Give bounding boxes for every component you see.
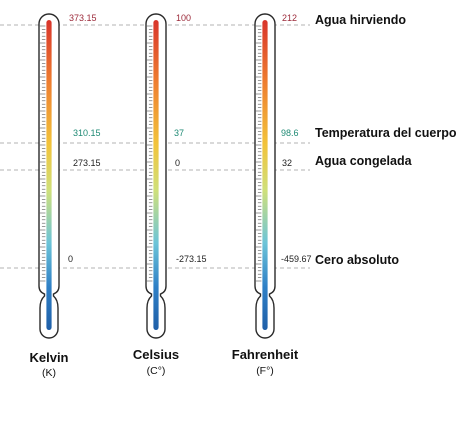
boiling-label: Agua hirviendo — [315, 13, 406, 27]
celsius-unit: (C°) — [147, 365, 166, 377]
thermometer-fahrenheit — [254, 13, 276, 339]
fahrenheit-values: 212 98.6 32 -459.67 — [281, 13, 312, 264]
celsius-name: Celsius — [133, 347, 179, 362]
celsius-values: 100 37 0 -273.15 — [174, 13, 207, 264]
reference-labels: Agua hirviendo Temperatura del cuerpo Ag… — [315, 13, 457, 267]
kelvin-boiling-value: 373.15 — [69, 13, 97, 23]
absolute-zero-label: Cero absoluto — [315, 253, 399, 267]
celsius-freezing-value: 0 — [175, 158, 180, 168]
fahrenheit-absolute-zero-value: -459.67 — [281, 254, 312, 264]
kelvin-freezing-value: 273.15 — [73, 158, 101, 168]
freezing-label: Agua congelada — [315, 154, 413, 168]
fahrenheit-unit: (F°) — [256, 365, 274, 377]
scale-ticks — [39, 25, 46, 282]
celsius-absolute-zero-value: -273.15 — [176, 254, 207, 264]
kelvin-body-value: 310.15 — [73, 128, 101, 138]
mercury-column — [46, 20, 52, 330]
body-temperature-label: Temperatura del cuerpo — [315, 126, 457, 140]
thermometer-kelvin — [38, 13, 60, 339]
thermometer-celsius — [145, 13, 167, 339]
scale-names: Kelvin (K) Celsius (C°) Fahrenheit (F°) — [29, 347, 298, 379]
kelvin-unit: (K) — [42, 367, 56, 379]
fahrenheit-boiling-value: 212 — [282, 13, 297, 23]
fahrenheit-freezing-value: 32 — [282, 158, 292, 168]
fahrenheit-body-value: 98.6 — [281, 128, 299, 138]
celsius-boiling-value: 100 — [176, 13, 191, 23]
kelvin-values: 373.15 310.15 273.15 0 — [68, 13, 101, 264]
celsius-body-value: 37 — [174, 128, 184, 138]
kelvin-name: Kelvin — [29, 350, 68, 365]
scale-ticks — [255, 25, 262, 282]
fahrenheit-name: Fahrenheit — [232, 347, 299, 362]
mercury-column — [153, 20, 159, 330]
mercury-column — [262, 20, 268, 330]
scale-ticks — [146, 25, 153, 282]
kelvin-absolute-zero-value: 0 — [68, 254, 73, 264]
